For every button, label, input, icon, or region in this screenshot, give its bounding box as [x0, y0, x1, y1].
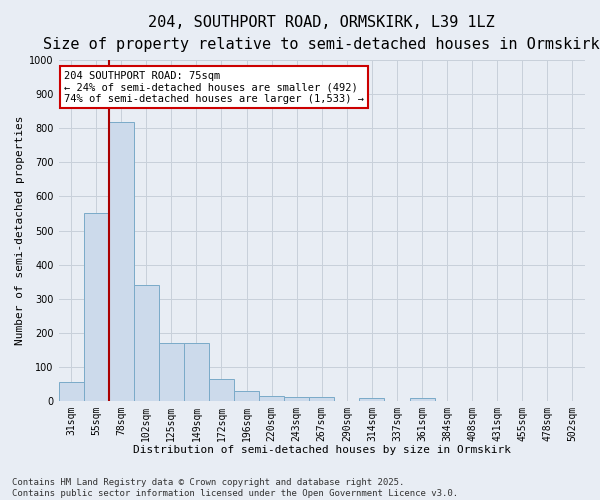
Bar	[284, 396, 309, 400]
Bar	[83, 214, 109, 400]
Bar	[410, 398, 434, 400]
Y-axis label: Number of semi-detached properties: Number of semi-detached properties	[15, 116, 25, 346]
Bar	[209, 378, 234, 400]
Bar	[184, 343, 209, 400]
Bar	[159, 343, 184, 400]
Title: 204, SOUTHPORT ROAD, ORMSKIRK, L39 1LZ
Size of property relative to semi-detache: 204, SOUTHPORT ROAD, ORMSKIRK, L39 1LZ S…	[43, 15, 600, 52]
Text: Contains HM Land Registry data © Crown copyright and database right 2025.
Contai: Contains HM Land Registry data © Crown c…	[12, 478, 458, 498]
Bar	[359, 398, 385, 400]
Bar	[109, 122, 134, 400]
Bar	[259, 396, 284, 400]
Bar	[59, 382, 83, 400]
Text: 204 SOUTHPORT ROAD: 75sqm
← 24% of semi-detached houses are smaller (492)
74% of: 204 SOUTHPORT ROAD: 75sqm ← 24% of semi-…	[64, 70, 364, 104]
Bar	[309, 398, 334, 400]
Bar	[134, 285, 159, 401]
Bar	[234, 390, 259, 400]
X-axis label: Distribution of semi-detached houses by size in Ormskirk: Distribution of semi-detached houses by …	[133, 445, 511, 455]
